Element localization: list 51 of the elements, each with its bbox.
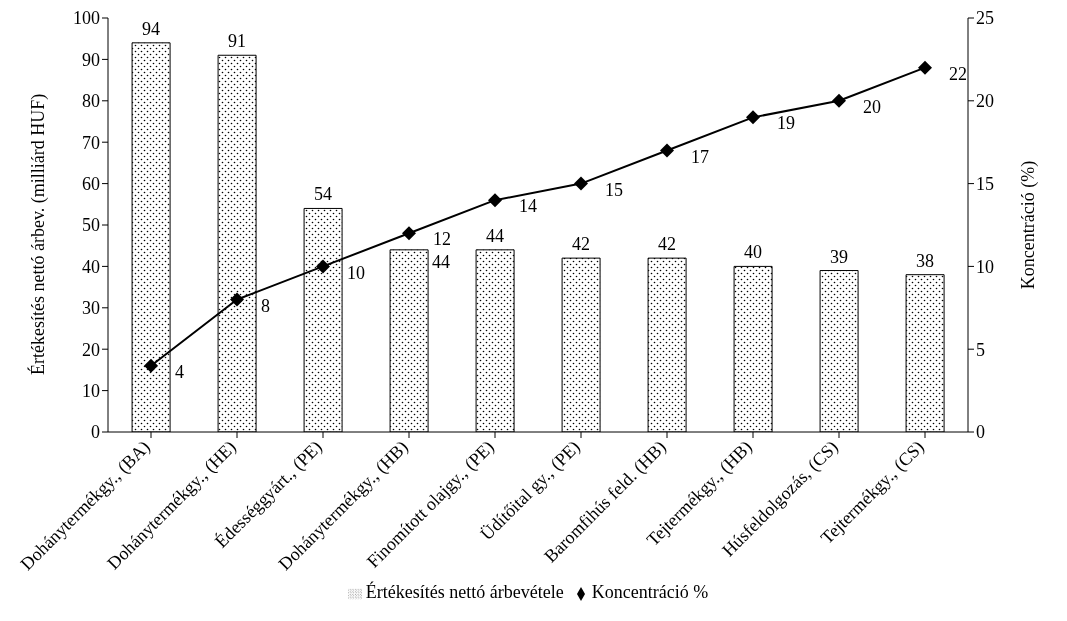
point: [918, 60, 932, 75]
legend-label: Értékesítés nettó árbevétele: [365, 582, 564, 602]
y-tick-label: 70: [82, 132, 100, 153]
y-tick-label: 60: [82, 173, 100, 194]
data-label: 94: [142, 18, 161, 39]
data-label: 17: [691, 146, 709, 167]
y2-tick-label: 5: [976, 339, 985, 360]
point: [746, 110, 760, 125]
data-label: 54: [314, 184, 333, 205]
point: [488, 193, 502, 208]
y-tick-label: 80: [82, 91, 100, 112]
data-label: 44: [486, 225, 505, 246]
point: [832, 93, 846, 108]
y2-tick-label: 0: [976, 422, 985, 443]
y-tick-label: 20: [82, 339, 100, 360]
data-label: 15: [605, 179, 623, 200]
y2-axis-title: Koncentráció (%): [1018, 160, 1040, 290]
point: [144, 358, 158, 373]
y2-tick-label: 25: [976, 8, 994, 29]
point: [660, 143, 674, 158]
data-label: 38: [916, 250, 935, 271]
point: [402, 226, 416, 241]
data-label: 14: [519, 196, 537, 217]
point: [316, 259, 330, 274]
y-tick-label: 100: [73, 8, 100, 29]
y2-tick-label: 15: [976, 173, 994, 194]
data-label: 42: [658, 234, 677, 255]
data-label: 12: [433, 229, 451, 250]
data-label: 91: [228, 31, 247, 52]
point: [574, 176, 588, 191]
y-axis-title: Értékesítés nettó árbev. (milliárd HUF): [27, 93, 50, 375]
data-label: 19: [777, 113, 795, 134]
legend-label: Koncentráció %: [591, 582, 709, 602]
y2-tick-label: 20: [976, 91, 994, 112]
data-label: 20: [863, 96, 881, 117]
y-tick-label: 90: [82, 49, 100, 70]
data-label: 8: [261, 295, 270, 316]
data-label: 42: [572, 234, 591, 255]
data-label: 22: [949, 63, 967, 84]
data-label: 44: [432, 251, 451, 272]
data-label: 4: [175, 361, 184, 382]
y-tick-label: 30: [82, 298, 100, 319]
y-tick-label: 50: [82, 215, 100, 236]
point: [230, 292, 244, 307]
data-label: 39: [830, 246, 849, 267]
y2-tick-label: 10: [976, 256, 994, 277]
data-label: 40: [744, 242, 763, 263]
y-tick-label: 40: [82, 256, 100, 277]
data-label: 10: [347, 262, 365, 283]
y-tick-label: 10: [82, 380, 100, 401]
y-tick-label: 0: [91, 422, 100, 443]
